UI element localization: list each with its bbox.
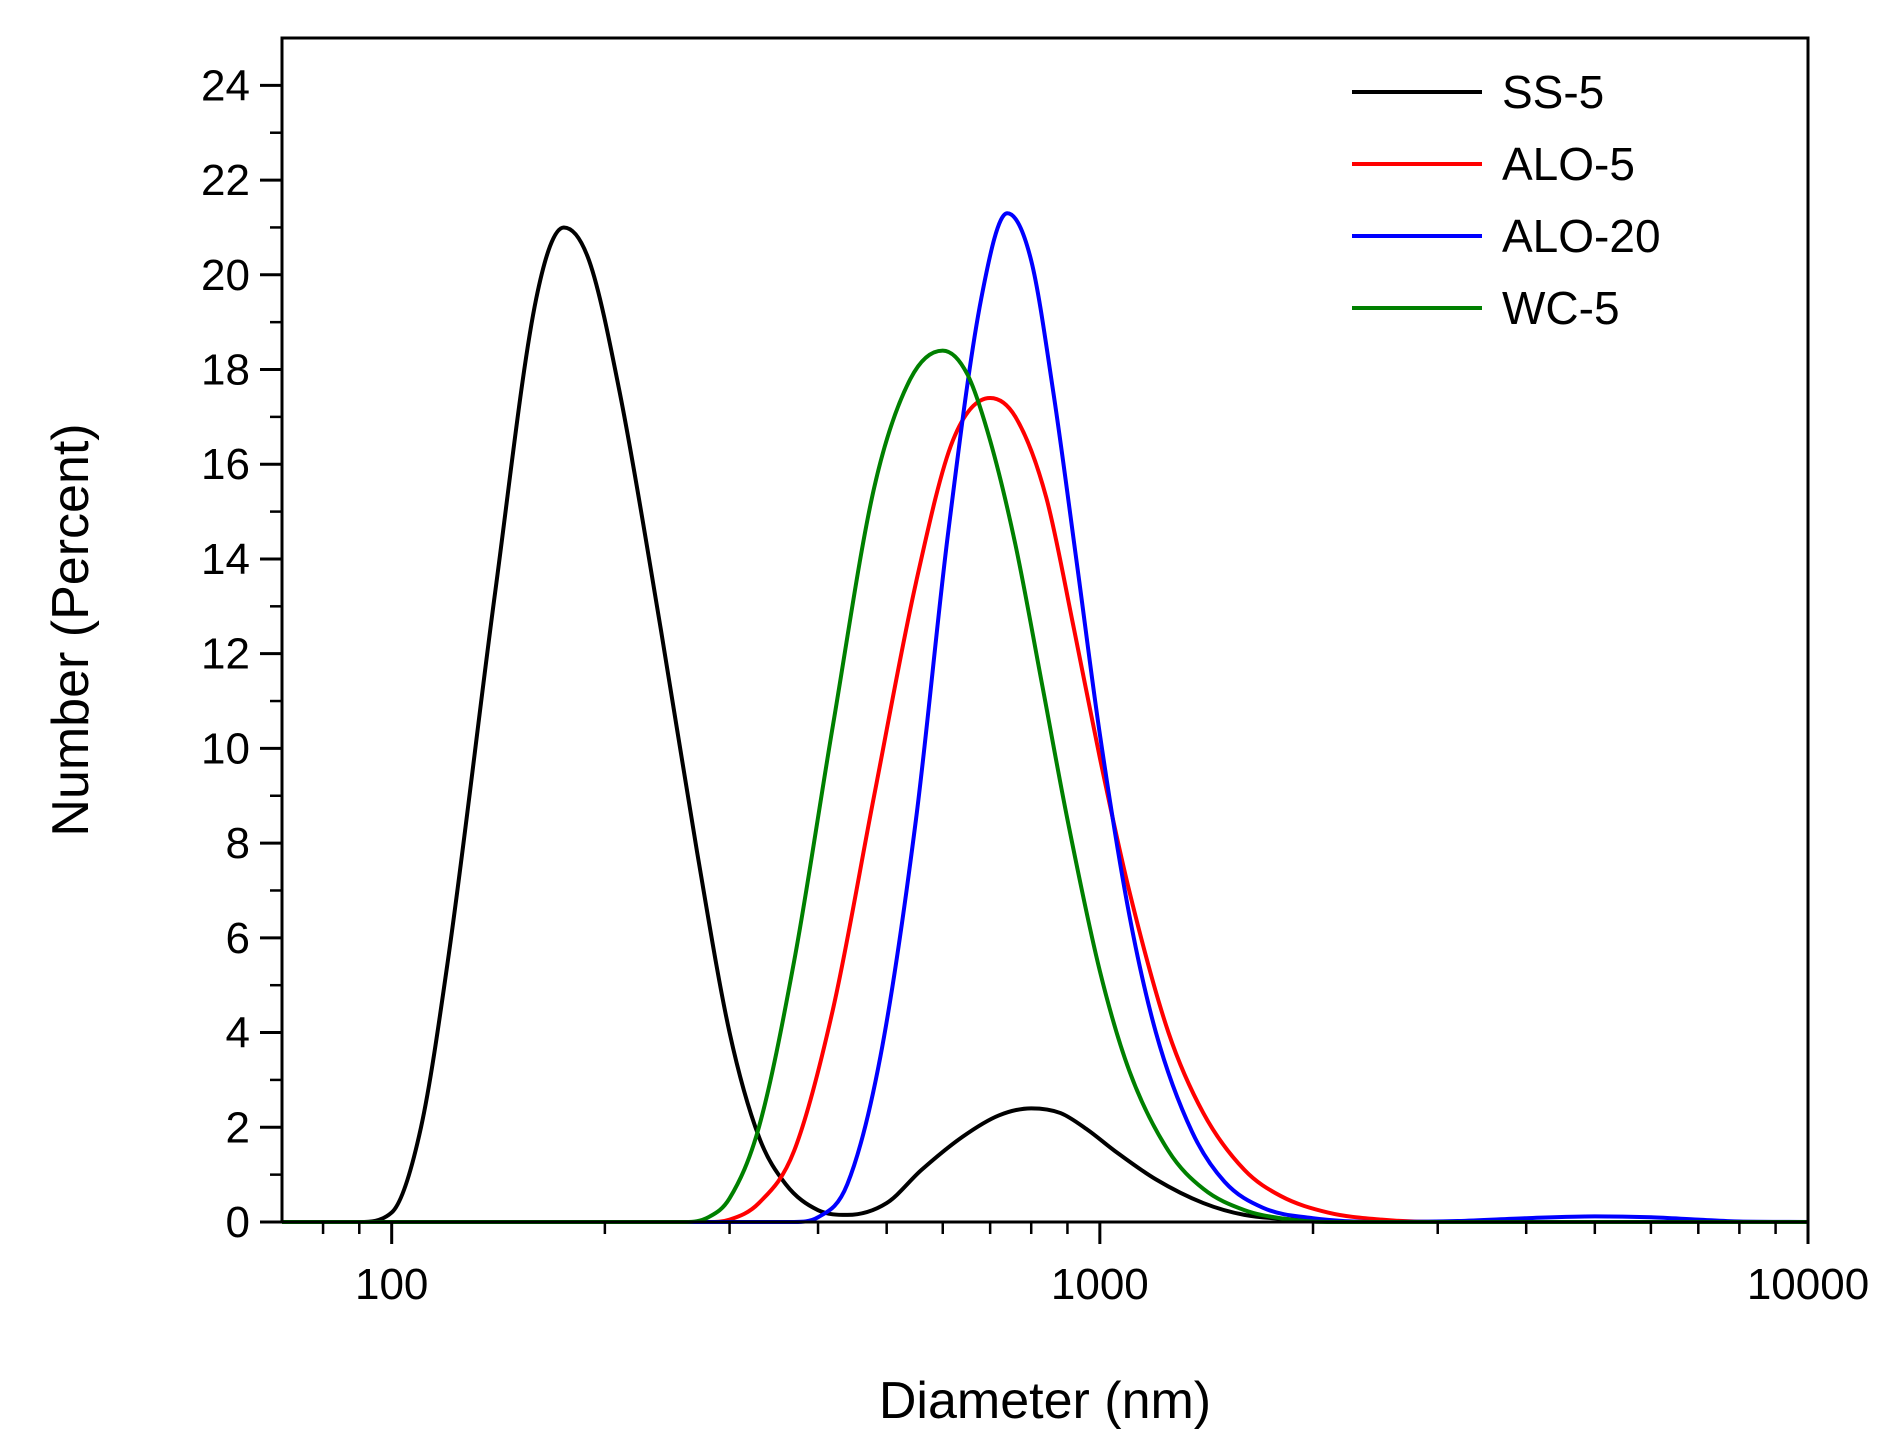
plot-background	[282, 38, 1808, 1222]
series-line-alo-20	[282, 211, 1809, 1225]
legend-label-alo-5: ALO-5	[1502, 138, 1635, 190]
series-lines	[282, 211, 1809, 1225]
y-axis-title: Number (Percent)	[42, 423, 100, 836]
y-tick-label: 18	[201, 346, 250, 395]
y-tick-label: 6	[226, 914, 250, 963]
legend-label-alo-20: ALO-20	[1502, 210, 1661, 262]
x-axis: 100 1000 10000	[321, 1222, 1869, 1309]
axes-frame	[280, 36, 1810, 1224]
plot-frame	[280, 36, 1810, 1224]
y-tick-label: 14	[201, 535, 250, 584]
y-tick-label: 2	[226, 1103, 250, 1152]
y-tick-label: 20	[201, 251, 250, 300]
x-tick-label: 100	[355, 1260, 428, 1309]
y-tick-label: 8	[226, 819, 250, 868]
y-tick-label: 10	[201, 724, 250, 773]
x-tick-label: 1000	[1051, 1260, 1149, 1309]
legend-label-wc-5: WC-5	[1502, 282, 1620, 334]
plot-area	[282, 38, 1808, 1222]
y-tick-label: 16	[201, 440, 250, 489]
legend: SS-5 ALO-5 ALO-20 WC-5	[1352, 66, 1661, 334]
y-tick-label: 12	[201, 630, 250, 679]
x-tick-label: 10000	[1747, 1260, 1869, 1309]
y-tick-label: 24	[201, 61, 250, 110]
x-axis-title: Diameter (nm)	[879, 1372, 1211, 1430]
series-line-alo-5	[282, 395, 1808, 1225]
y-tick-label: 22	[201, 156, 250, 205]
series-line-ss-5	[282, 225, 1808, 1225]
series-line-wc-5	[282, 348, 1808, 1225]
y-tick-label: 0	[226, 1198, 250, 1247]
y-tick-label: 4	[226, 1009, 250, 1058]
legend-label-ss-5: SS-5	[1502, 66, 1604, 118]
